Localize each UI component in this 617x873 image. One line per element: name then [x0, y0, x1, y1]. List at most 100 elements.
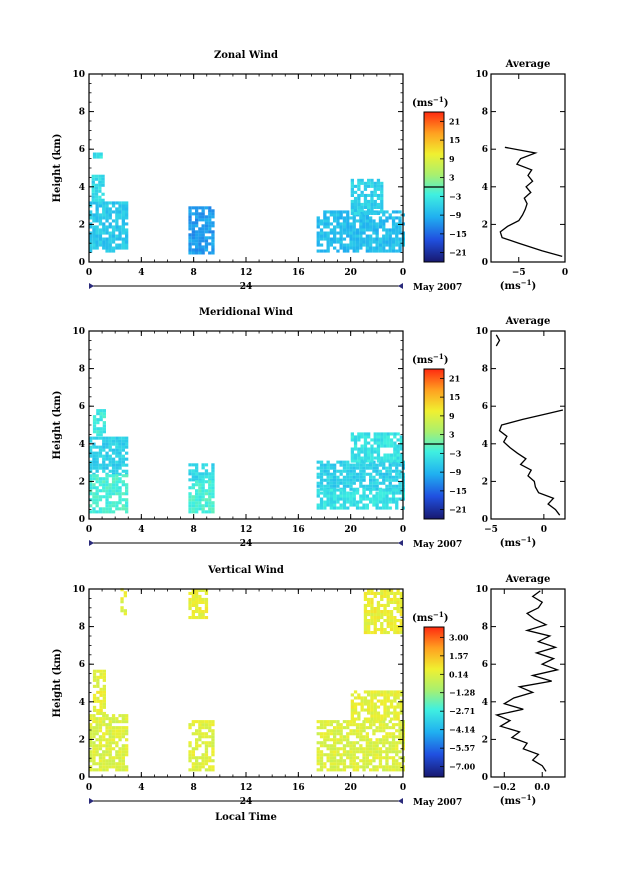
- heatmap-cell: [195, 741, 199, 745]
- heatmap-cell: [373, 190, 377, 194]
- heatmap-cell: [363, 441, 368, 445]
- heatmap-cell: [388, 491, 392, 495]
- heatmap-cell: [342, 237, 347, 241]
- heatmap-cell: [357, 208, 361, 212]
- heatmap-cell: [105, 489, 109, 493]
- heatmap-cell: [326, 759, 330, 763]
- heatmap-cell: [125, 469, 129, 473]
- heatmap-cell: [378, 222, 383, 226]
- heatmap-cell: [118, 204, 122, 208]
- heatmap-cell: [191, 242, 195, 246]
- heatmap-cell: [370, 597, 374, 601]
- heatmap-cell: [118, 457, 122, 461]
- heatmap-cell: [198, 215, 202, 219]
- heatmap-cell: [105, 477, 109, 481]
- heatmap-cell: [195, 504, 199, 508]
- heatmap-cell: [326, 231, 330, 235]
- heatmap-cell: [92, 510, 96, 514]
- heatmap-cell: [329, 228, 333, 232]
- heatmap-cell: [391, 469, 396, 473]
- heatmap-cell: [373, 184, 377, 188]
- heatmap-cell: [353, 702, 358, 706]
- heatmap-cell: [316, 243, 320, 247]
- heatmap-cell: [393, 459, 397, 463]
- date-axis-left-arrow: [89, 798, 94, 804]
- heatmap-cell: [102, 430, 106, 434]
- heatmap-cell: [191, 483, 195, 487]
- heatmap-cell: [188, 239, 192, 243]
- heatmap-cell: [378, 726, 383, 730]
- heatmap-cell: [208, 486, 212, 490]
- profile-y-tick-label: 10: [475, 70, 488, 80]
- heatmap-cell: [362, 237, 366, 241]
- heatmap-cell: [367, 193, 371, 197]
- heatmap-cell: [188, 504, 192, 508]
- heatmap-cell: [376, 193, 381, 197]
- heatmap-cell: [363, 456, 368, 460]
- heatmap-cell: [369, 484, 373, 488]
- heatmap-cell: [92, 234, 96, 238]
- heatmap-cell: [195, 472, 199, 476]
- heatmap-cell: [352, 481, 356, 485]
- heatmap-cell: [92, 240, 96, 244]
- heatmap-cell: [211, 489, 215, 493]
- heatmap-cell: [102, 768, 106, 772]
- heatmap-cell: [372, 460, 376, 464]
- heatmap-cell: [121, 735, 125, 739]
- heatmap-cell: [391, 240, 396, 244]
- heatmap-cell: [319, 503, 324, 507]
- heatmap-cell: [191, 236, 195, 240]
- heatmap-cell: [118, 714, 122, 718]
- heatmap-cell: [108, 489, 112, 493]
- heatmap-cell: [357, 702, 361, 706]
- heatmap-cell: [92, 735, 96, 739]
- heatmap-cell: [346, 765, 350, 769]
- heatmap-cell: [125, 436, 129, 440]
- heatmap-cell: [92, 219, 96, 223]
- heatmap-cell: [92, 492, 96, 496]
- heatmap-cell: [323, 469, 327, 473]
- heatmap-cell: [125, 240, 129, 244]
- heatmap-cell: [367, 597, 371, 601]
- heatmap-cell: [188, 248, 192, 252]
- heatmap-cell: [336, 219, 340, 223]
- colorbar-unit-label: (ms−1): [412, 352, 448, 366]
- heatmap-cell: [362, 726, 366, 730]
- heatmap-cell: [123, 591, 127, 595]
- heatmap-cell: [386, 693, 390, 697]
- colorbar-tick-label: 3: [449, 430, 455, 440]
- heatmap-cell: [376, 196, 381, 200]
- heatmap-cell: [89, 729, 93, 733]
- heatmap-cell: [191, 600, 195, 604]
- heatmap-cell: [92, 732, 96, 736]
- heatmap-cell: [329, 240, 333, 244]
- heatmap-cell: [398, 726, 402, 730]
- heatmap-cell: [329, 765, 333, 769]
- heatmap-cell: [118, 486, 122, 490]
- heatmap-cell: [211, 501, 215, 505]
- heatmap-cell: [326, 491, 330, 495]
- heatmap-cell: [395, 759, 399, 763]
- heatmap-cell: [393, 591, 397, 595]
- heatmap-cell: [208, 212, 212, 216]
- heatmap-cell: [370, 622, 374, 626]
- heatmap-cell: [204, 489, 209, 493]
- heatmap-cell: [385, 732, 389, 736]
- heatmap-cell: [211, 463, 215, 467]
- heatmap-cell: [98, 735, 103, 739]
- heatmap-cell: [91, 174, 95, 178]
- heatmap-cell: [396, 690, 400, 694]
- heatmap-cell: [188, 245, 192, 249]
- heatmap-cell: [105, 240, 109, 244]
- heatmap-cell: [92, 762, 96, 766]
- heatmap-cell: [92, 483, 96, 487]
- heatmap-cell: [125, 747, 129, 751]
- heatmap-cell: [105, 480, 109, 484]
- heatmap-cell: [105, 463, 109, 467]
- heatmap-cell: [198, 212, 202, 216]
- heatmap-cell: [389, 459, 394, 463]
- heatmap-cell: [350, 199, 354, 203]
- heatmap-cell: [372, 481, 376, 485]
- heatmap-cell: [333, 475, 337, 479]
- colorbar-tick-label: 9: [449, 154, 455, 164]
